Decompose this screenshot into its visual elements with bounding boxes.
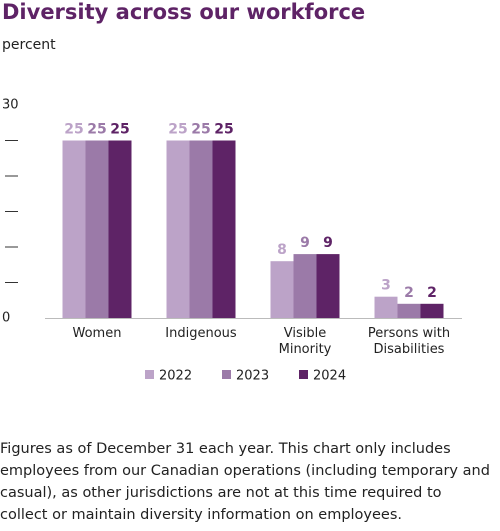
value-label: 3 (381, 278, 391, 294)
bar (212, 140, 236, 318)
value-label: 25 (64, 122, 83, 138)
value-label: 9 (300, 235, 310, 251)
value-label: 2 (427, 285, 437, 301)
value-label: 25 (214, 122, 233, 138)
value-label: 25 (191, 122, 210, 138)
value-label: 25 (168, 122, 187, 138)
value-label: 25 (110, 122, 129, 138)
footnote: Figures as of December 31 each year. Thi… (0, 441, 490, 523)
value-label: 2 (404, 285, 414, 301)
bar (374, 296, 398, 318)
bar (189, 140, 213, 318)
value-label: 9 (323, 235, 333, 251)
bar (293, 254, 317, 318)
value-label: 8 (277, 242, 287, 258)
bar (85, 140, 109, 318)
legend-swatch (145, 370, 154, 379)
legend-swatch (222, 370, 231, 379)
bar (397, 303, 421, 318)
x-tick-label: Women (72, 326, 122, 341)
bar (270, 261, 294, 318)
legend-swatch (299, 370, 308, 379)
y-tick-label: 0 (2, 311, 10, 326)
x-tick-label: Indigenous (165, 326, 237, 341)
bar (166, 140, 190, 318)
x-tick-label: Visible Minority (278, 326, 332, 357)
legend-label: 2022 (159, 369, 192, 384)
legend-label: 2023 (236, 369, 269, 384)
bar (108, 140, 132, 318)
legend-label: 2024 (313, 369, 346, 384)
bar (316, 254, 340, 318)
y-tick-label: 30 (2, 98, 19, 113)
bar (420, 303, 444, 318)
value-label: 25 (87, 122, 106, 138)
x-tick-label: Persons with Disabilities (367, 326, 451, 357)
bar (62, 140, 86, 318)
chart-title: Diversity across our workforce (2, 0, 365, 24)
chart: Diversity across our workforce percent 0… (2, 0, 462, 384)
chart-subtitle: percent (2, 37, 56, 53)
